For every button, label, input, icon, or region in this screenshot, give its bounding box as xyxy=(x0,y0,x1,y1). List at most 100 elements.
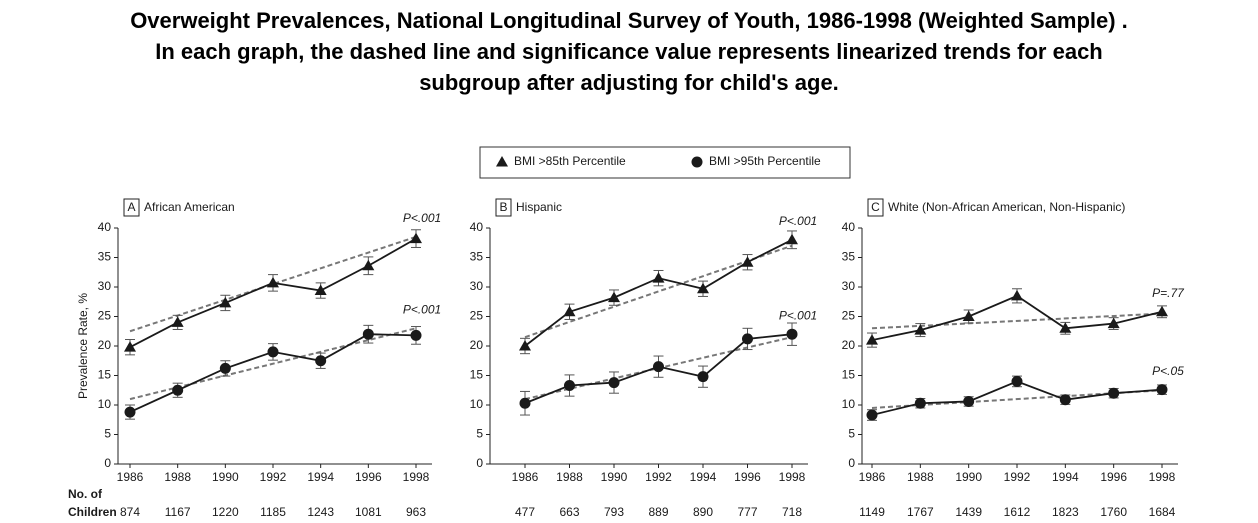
count-label: 889 xyxy=(648,505,668,519)
count-label: 1823 xyxy=(1052,505,1079,519)
point xyxy=(608,377,620,389)
point xyxy=(563,305,576,317)
x-tick-label: 1996 xyxy=(1100,470,1127,484)
x-tick-label: 1988 xyxy=(164,470,191,484)
legend-label: BMI >85th Percentile xyxy=(514,154,626,168)
counts-label: Children xyxy=(68,505,117,519)
x-tick-label: 1996 xyxy=(355,470,382,484)
x-tick-label: 1992 xyxy=(645,470,672,484)
y-tick-label: 0 xyxy=(476,456,483,470)
point xyxy=(786,233,798,245)
point xyxy=(914,397,926,409)
p-value-label: P=.77 xyxy=(1152,286,1185,300)
count-label: 1243 xyxy=(307,505,334,519)
point xyxy=(786,328,798,340)
point xyxy=(866,409,878,421)
y-tick-label: 15 xyxy=(98,368,112,382)
point xyxy=(362,328,374,340)
count-label: 663 xyxy=(559,505,579,519)
page-title: subgroup after adjusting for child's age… xyxy=(419,70,839,95)
p-value-label: P<.001 xyxy=(779,308,817,322)
point xyxy=(1108,387,1120,399)
page-title: Overweight Prevalences, National Longitu… xyxy=(130,8,1128,33)
series-line xyxy=(524,238,793,347)
count-label: 1767 xyxy=(907,505,934,519)
count-label: 477 xyxy=(515,505,535,519)
y-tick-label: 40 xyxy=(842,220,856,234)
point xyxy=(1059,394,1071,406)
count-label: 1612 xyxy=(1004,505,1031,519)
y-tick-label: 20 xyxy=(470,338,484,352)
x-tick-label: 1990 xyxy=(212,470,239,484)
p-value-label: P<.001 xyxy=(403,211,441,225)
y-tick-label: 40 xyxy=(470,220,484,234)
point xyxy=(219,296,232,308)
x-tick-label: 1994 xyxy=(307,470,334,484)
y-tick-label: 35 xyxy=(470,250,484,264)
legend-box xyxy=(479,146,851,179)
y-tick-label: 40 xyxy=(98,220,112,234)
y-tick-label: 0 xyxy=(104,456,111,470)
x-tick-label: 1986 xyxy=(859,470,886,484)
point xyxy=(741,256,754,267)
count-label: 793 xyxy=(604,505,624,519)
y-tick-label: 30 xyxy=(98,279,112,293)
series-line xyxy=(129,237,417,348)
x-tick-label: 1990 xyxy=(601,470,628,484)
panel-label: C xyxy=(871,200,880,214)
count-label: 1220 xyxy=(212,505,239,519)
count-label: 1760 xyxy=(1100,505,1127,519)
point xyxy=(697,371,709,383)
count-label: 1081 xyxy=(355,505,382,519)
count-label: 1439 xyxy=(955,505,982,519)
count-label: 874 xyxy=(120,505,140,519)
y-tick-label: 5 xyxy=(848,427,855,441)
x-tick-label: 1992 xyxy=(260,470,287,484)
p-value-label: P<.001 xyxy=(403,302,441,316)
point xyxy=(267,276,279,288)
point xyxy=(1059,322,1072,333)
panel-label-box xyxy=(123,198,140,217)
count-label: 1185 xyxy=(260,505,286,519)
x-tick-label: 1998 xyxy=(403,470,430,484)
x-tick-label: 1988 xyxy=(556,470,583,484)
point xyxy=(652,272,665,283)
point xyxy=(219,362,231,374)
point xyxy=(742,333,753,345)
x-tick-label: 1998 xyxy=(779,470,806,484)
y-tick-label: 15 xyxy=(470,368,484,382)
point xyxy=(866,334,878,345)
panel-label-box xyxy=(867,198,884,217)
point xyxy=(362,259,375,271)
panel-title: White (Non-African American, Non-Hispani… xyxy=(888,200,1125,214)
point xyxy=(315,355,327,367)
y-tick-label: 30 xyxy=(842,279,856,293)
x-tick-label: 1988 xyxy=(907,470,934,484)
point xyxy=(914,324,927,335)
panel-label: A xyxy=(127,200,135,214)
y-tick-label: 10 xyxy=(98,397,112,411)
panel-title: Hispanic xyxy=(516,200,562,214)
legend-label: BMI >95th Percentile xyxy=(709,154,821,168)
point xyxy=(1156,305,1168,317)
y-tick-label: 15 xyxy=(842,368,856,382)
y-tick-label: 25 xyxy=(98,309,112,323)
x-tick-label: 1994 xyxy=(690,470,717,484)
point xyxy=(410,329,422,341)
point xyxy=(564,380,575,392)
y-tick-label: 10 xyxy=(842,397,856,411)
panel-label: B xyxy=(499,200,507,214)
point xyxy=(963,395,975,407)
point xyxy=(653,361,664,373)
p-value-label: P<.001 xyxy=(779,214,817,228)
count-label: 1149 xyxy=(859,505,885,519)
y-tick-label: 35 xyxy=(98,250,112,264)
point xyxy=(1107,317,1120,329)
count-label: 1167 xyxy=(165,505,191,519)
counts-label: No. of xyxy=(68,487,103,501)
panel-title: African American xyxy=(144,200,235,214)
count-label: 890 xyxy=(693,505,713,519)
y-tick-label: 20 xyxy=(842,338,856,352)
count-label: 1684 xyxy=(1149,505,1176,519)
count-label: 777 xyxy=(737,505,757,519)
